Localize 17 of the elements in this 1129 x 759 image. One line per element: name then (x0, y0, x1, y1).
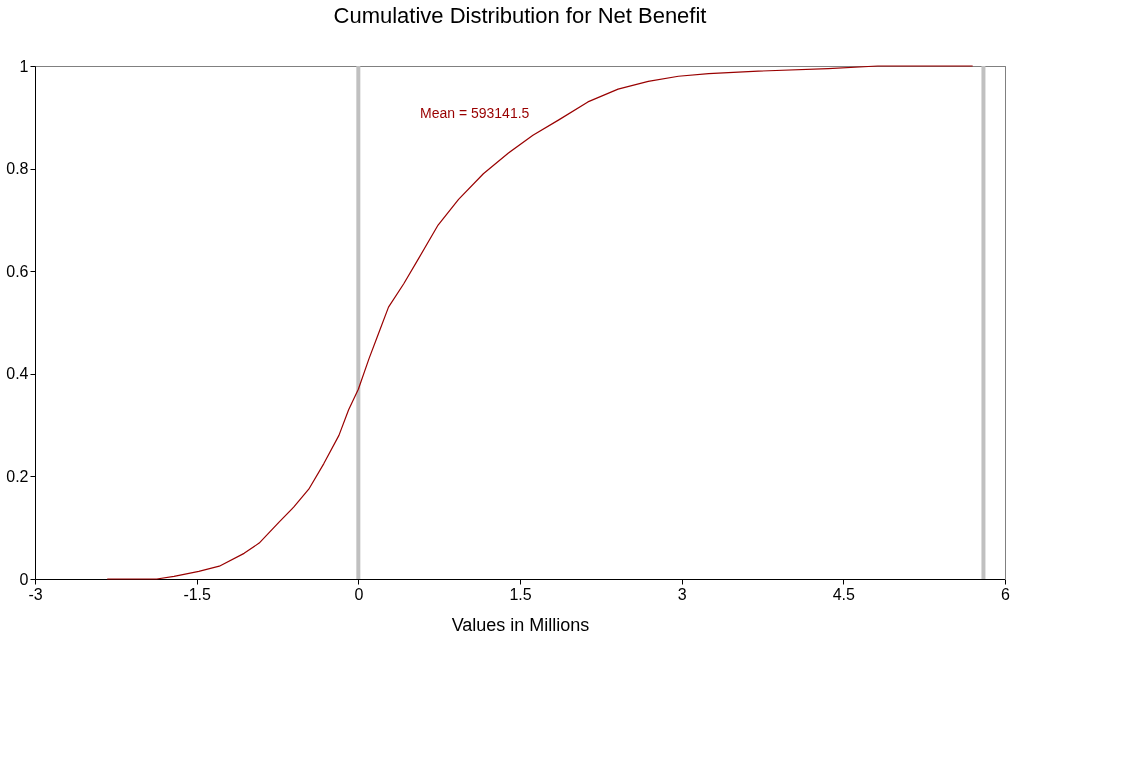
x-tick-label: 0 (354, 585, 364, 603)
annotation: Mean = 593141.5 (420, 105, 530, 121)
x-tick-label: -3 (28, 585, 43, 603)
x-tick-label: 6 (1001, 585, 1011, 603)
x-tick-label: 3 (677, 585, 687, 603)
y-tick-label: 0.2 (6, 467, 29, 485)
x-tick-label: 4.5 (832, 585, 856, 603)
y-tick-label: 1 (19, 57, 29, 75)
line-series (106, 65, 974, 580)
x-tick-label: -1.5 (183, 585, 212, 603)
chart-title: Cumulative Distribution for Net Benefit (333, 3, 707, 28)
y-tick-label: 0.4 (6, 365, 29, 383)
y-tick-label: 0.6 (6, 262, 29, 280)
y-tick-label: 0.8 (6, 160, 29, 178)
x-axis-title: Values in Millions (451, 614, 590, 635)
y-tick-label: 0 (19, 570, 29, 588)
x-tick-label: 1.5 (509, 585, 532, 603)
